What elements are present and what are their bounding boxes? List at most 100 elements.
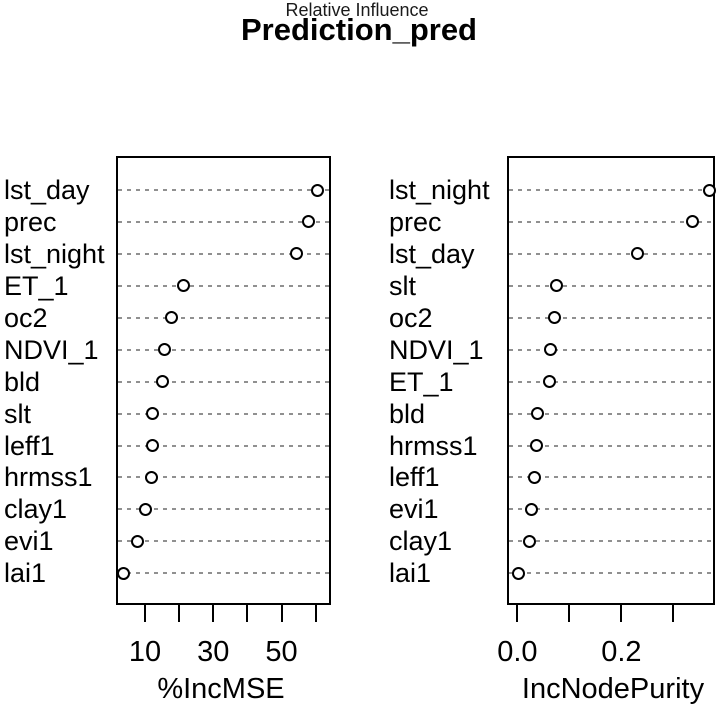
data-point — [702, 183, 716, 197]
gridline — [509, 540, 713, 543]
row-label: hrmss1 — [4, 462, 93, 493]
data-point — [130, 534, 144, 548]
row-label: lst_day — [389, 238, 475, 269]
gridline — [118, 189, 329, 191]
gridline — [118, 220, 329, 223]
row-label: ET_1 — [4, 270, 69, 301]
data-point — [302, 215, 316, 229]
data-point — [117, 566, 131, 580]
axis-tick-label: 10 — [128, 636, 162, 668]
row-label: bld — [389, 398, 426, 429]
data-point — [512, 566, 526, 580]
gridline — [118, 284, 329, 287]
x-axis-label: %IncMSE — [157, 673, 285, 705]
gridline — [509, 189, 713, 191]
gridline — [118, 316, 329, 319]
gridline — [118, 572, 329, 575]
gridline — [509, 348, 713, 351]
gridline — [509, 444, 713, 447]
data-point — [547, 311, 561, 325]
axis-tick-label: 30 — [197, 636, 230, 668]
axis-tick — [516, 605, 519, 622]
row-label: oc2 — [4, 302, 48, 333]
data-point — [543, 375, 557, 389]
row-label: slt — [4, 398, 31, 429]
gridline — [509, 508, 713, 511]
axis-tick — [212, 605, 215, 622]
row-label: prec — [389, 206, 442, 237]
row-label: lst_night — [4, 238, 105, 269]
axis-tick-label: 50 — [265, 636, 298, 668]
data-point — [685, 215, 699, 229]
row-label: lai1 — [4, 558, 47, 589]
axis-tick — [314, 605, 317, 622]
data-point — [528, 470, 542, 484]
gridline — [509, 380, 713, 383]
data-point — [524, 502, 538, 516]
data-point — [156, 375, 170, 389]
row-label: slt — [389, 270, 416, 301]
gridline — [118, 252, 329, 255]
axis-tick — [280, 605, 283, 622]
gridline — [118, 412, 329, 415]
row-label: lst_night — [389, 175, 490, 205]
gridline — [509, 572, 713, 575]
data-point — [289, 247, 303, 261]
data-point — [144, 470, 158, 484]
gridline — [509, 476, 713, 479]
gridline — [509, 316, 713, 319]
axis-tick — [568, 605, 571, 622]
axis-tick — [246, 605, 249, 622]
axis-tick — [672, 605, 675, 622]
gridline — [118, 444, 329, 447]
gridline — [509, 220, 713, 223]
data-point — [138, 502, 152, 516]
row-label: bld — [4, 366, 41, 397]
row-label: evi1 — [389, 494, 439, 525]
row-label: lst_day — [4, 175, 90, 205]
row-label: oc2 — [389, 302, 433, 333]
data-point — [176, 279, 190, 293]
data-point — [157, 343, 171, 357]
row-label: evi1 — [4, 526, 54, 557]
data-point — [549, 279, 563, 293]
gridline — [118, 508, 329, 511]
row-label: leff1 — [389, 462, 440, 493]
gridline — [118, 380, 329, 383]
figure-title: Prediction_pred — [241, 12, 477, 47]
axis-tick — [178, 605, 181, 622]
axis-tick — [620, 605, 623, 622]
incnodepurity-panel — [507, 156, 715, 605]
gridline — [509, 284, 713, 287]
data-point — [529, 439, 543, 453]
row-label: clay1 — [4, 494, 68, 525]
data-point — [530, 407, 544, 421]
row-label: hrmss1 — [389, 430, 478, 461]
data-point — [523, 534, 537, 548]
axis-tick-label: 0.2 — [601, 636, 642, 668]
data-point — [165, 311, 179, 325]
gridline — [118, 476, 329, 479]
row-label: NDVI_1 — [4, 334, 99, 365]
data-point — [544, 343, 558, 357]
row-label: NDVI_1 — [389, 334, 484, 365]
row-label: ET_1 — [389, 366, 454, 397]
gridline — [118, 348, 329, 351]
data-point — [630, 247, 644, 261]
incmse-panel — [116, 156, 331, 605]
row-label: leff1 — [4, 430, 55, 461]
axis-tick — [144, 605, 146, 622]
figure-subtitle: Relative Influence — [285, 0, 429, 20]
data-point — [146, 407, 160, 421]
data-point — [310, 183, 324, 197]
gridline — [509, 412, 713, 415]
gridline — [118, 540, 329, 543]
row-label: clay1 — [389, 526, 453, 557]
gridline — [509, 252, 713, 255]
row-label: prec — [4, 206, 57, 237]
row-label: lai1 — [389, 558, 432, 589]
x-axis-label: IncNodePurity — [521, 673, 705, 705]
axis-tick-label: 0.0 — [497, 636, 538, 668]
data-point — [145, 439, 159, 453]
